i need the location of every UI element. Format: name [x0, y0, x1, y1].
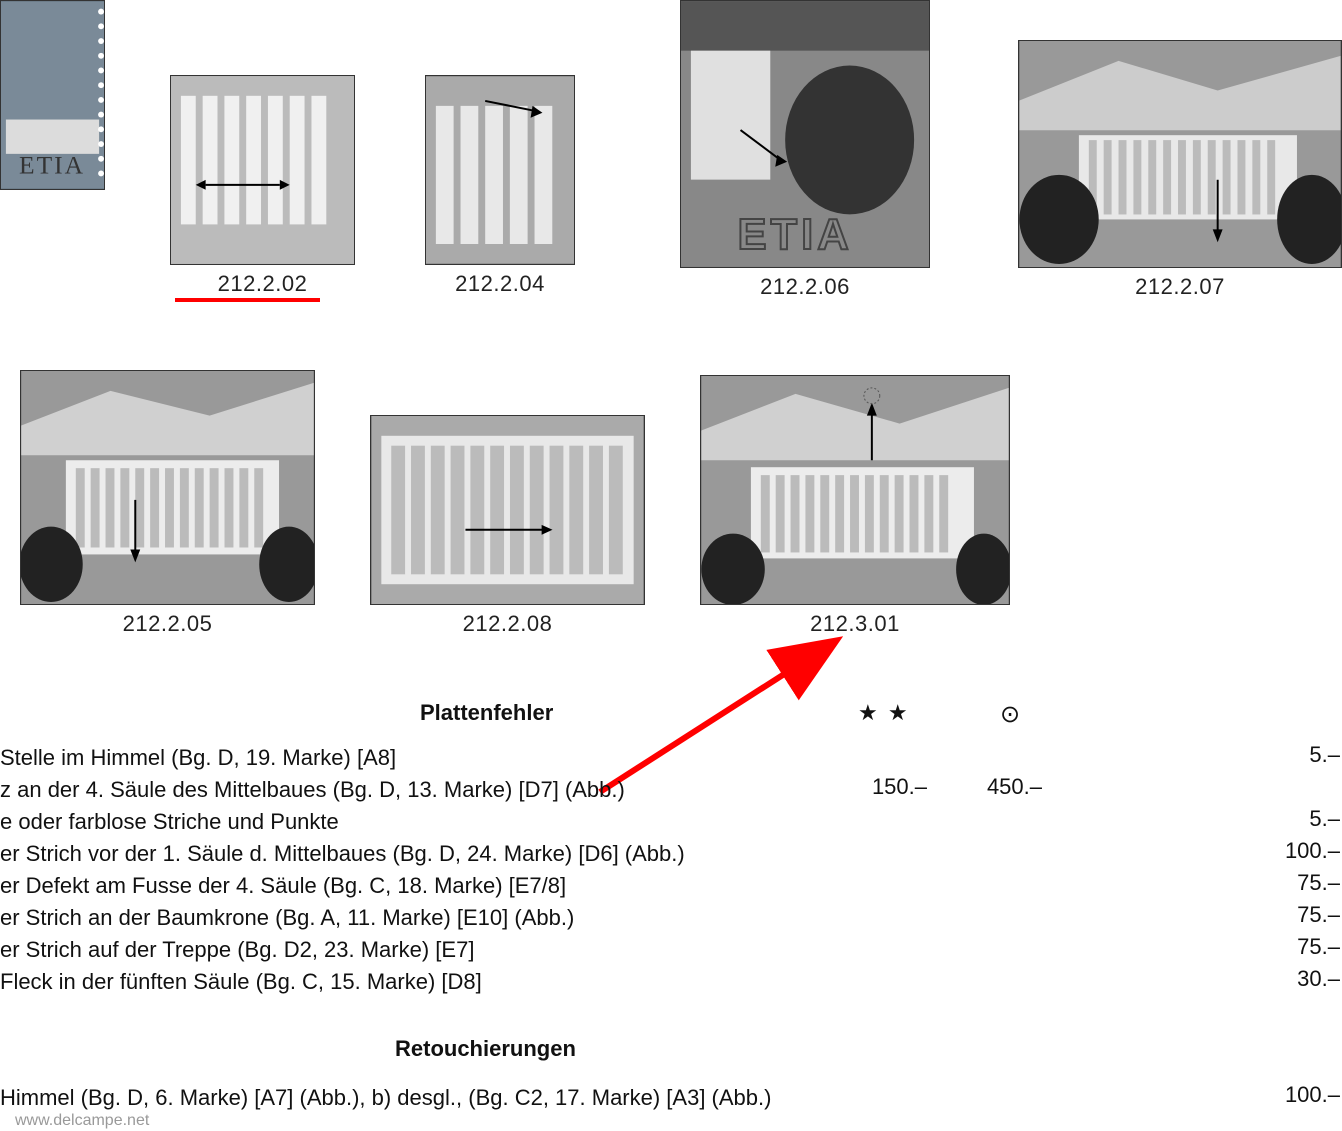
price-right-3: 5.– [1309, 806, 1340, 832]
caption-212-2-07: 212.2.07 [1018, 274, 1342, 300]
thumb-212-2-08: 212.2.08 [370, 415, 645, 637]
caption-212-2-02: 212.2.02 [170, 271, 355, 297]
thumb-212-3-01: 212.3.01 [700, 375, 1010, 637]
svg-text:ETIA: ETIA [19, 150, 85, 179]
fault-line-4: er Strich vor der 1. Säule d. Mittelbaue… [0, 838, 685, 870]
stamp-image: ETIA [0, 0, 105, 190]
price-mid-1: 150.– [872, 774, 927, 800]
red-underline [175, 298, 320, 302]
watermark-text: www.delcampe.net [15, 1112, 149, 1130]
caption-212-2-04: 212.2.04 [425, 271, 575, 297]
section-title-retouchierungen: Retouchierungen [395, 1036, 576, 1062]
price-right-6: 75.– [1297, 902, 1340, 928]
thumb-212-2-06: ETIA 212.2.06 [680, 0, 930, 300]
caption-212-2-06: 212.2.06 [680, 274, 930, 300]
price-right-8: 30.– [1297, 966, 1340, 992]
caption-212-3-01: 212.3.01 [700, 611, 1010, 637]
fault-line-3: e oder farblose Striche und Punkte [0, 806, 339, 838]
caption-212-2-08: 212.2.08 [370, 611, 645, 637]
price-right-1: 5.– [1309, 742, 1340, 768]
price-right-4: 100.– [1285, 838, 1340, 864]
fault-line-8: Fleck in der fünften Säule (Bg. C, 15. M… [0, 966, 482, 998]
retouch-line: Himmel (Bg. D, 6. Marke) [A7] (Abb.), b)… [0, 1082, 771, 1114]
fault-line-2: z an der 4. Säule des Mittelbaues (Bg. D… [0, 774, 625, 806]
header-circle: ⊙ [1000, 700, 1020, 729]
section-title-plattenfehler: Plattenfehler [420, 700, 553, 726]
thumb-212-2-07: 212.2.07 [1018, 40, 1342, 300]
price-right-7: 75.– [1297, 934, 1340, 960]
retouch-price: 100.– [1285, 1082, 1340, 1108]
svg-text:ETIA: ETIA [737, 210, 852, 259]
header-stars: ★ ★ [858, 700, 910, 726]
thumb-212-2-04: 212.2.04 [425, 75, 575, 297]
price-mid-2: 450.– [987, 774, 1042, 800]
thumb-212-2-02: 212.2.02 [170, 75, 355, 297]
fault-line-5: er Defekt am Fusse der 4. Säule (Bg. C, … [0, 870, 566, 902]
caption-212-2-05: 212.2.05 [20, 611, 315, 637]
thumb-212-2-05: 212.2.05 [20, 370, 315, 637]
fault-line-7: er Strich auf der Treppe (Bg. D2, 23. Ma… [0, 934, 474, 966]
price-right-5: 75.– [1297, 870, 1340, 896]
fault-line-6: er Strich an der Baumkrone (Bg. A, 11. M… [0, 902, 574, 934]
fault-line-1: Stelle im Himmel (Bg. D, 19. Marke) [A8] [0, 742, 396, 774]
